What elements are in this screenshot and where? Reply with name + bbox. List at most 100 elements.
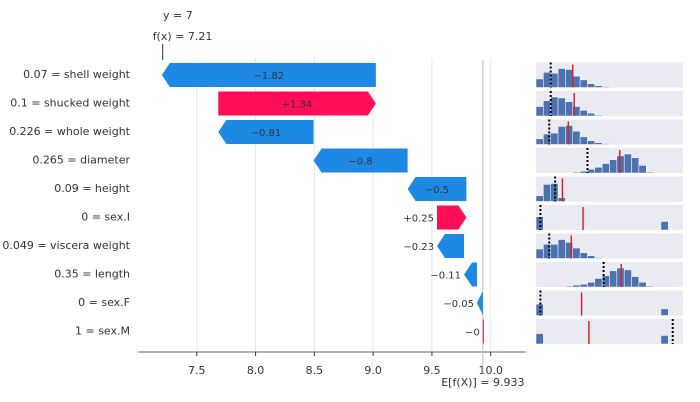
feature-label: 0.1 = shucked weight bbox=[10, 97, 130, 110]
dist-bar bbox=[565, 101, 574, 117]
dist-bar bbox=[565, 69, 574, 88]
dist-bar bbox=[660, 221, 669, 231]
x-tick-label: 8.5 bbox=[306, 364, 324, 377]
dist-bar bbox=[587, 83, 596, 88]
feature-label: 0.35 = length bbox=[54, 268, 130, 281]
dist-bar bbox=[587, 140, 596, 145]
dist-bar bbox=[594, 257, 603, 259]
dist-bar bbox=[660, 335, 669, 345]
dist-bar bbox=[631, 157, 640, 174]
dist-bar bbox=[660, 308, 669, 316]
dist-bar bbox=[609, 270, 618, 288]
dist-bar bbox=[646, 171, 654, 174]
dist-bar bbox=[543, 184, 551, 202]
dist-bar bbox=[594, 85, 603, 88]
dist-bar bbox=[572, 284, 581, 288]
dist-bar bbox=[572, 75, 581, 88]
dist-bar bbox=[535, 78, 544, 88]
dist-bar bbox=[543, 72, 551, 88]
dist-bar bbox=[587, 112, 596, 117]
value-label: +0.25 bbox=[403, 214, 434, 225]
feature-label: 0 = sex.F bbox=[78, 296, 130, 309]
dist-bar bbox=[609, 159, 618, 174]
dist-bar bbox=[623, 269, 632, 288]
value-label: −0.5 bbox=[425, 185, 449, 196]
dist-bar bbox=[572, 247, 581, 259]
dist-bar bbox=[550, 96, 559, 117]
value-label: −0 bbox=[465, 328, 480, 339]
dist-bar bbox=[535, 106, 544, 117]
dist-bar bbox=[594, 114, 603, 117]
feature-label: 0.226 = whole weight bbox=[9, 125, 130, 138]
shap-bar bbox=[476, 291, 483, 315]
feature-label: 1 = sex.M bbox=[75, 325, 130, 338]
value-label: −0.8 bbox=[348, 157, 372, 168]
x-tick-label: 10.0 bbox=[478, 364, 503, 377]
target-label: y = 7 bbox=[163, 9, 193, 22]
dist-bar bbox=[579, 283, 588, 288]
dist-bar bbox=[579, 136, 588, 145]
dist-bar bbox=[572, 130, 581, 145]
dist-bar bbox=[557, 68, 566, 88]
dist-bar bbox=[587, 282, 596, 288]
dist-bar bbox=[646, 285, 654, 288]
dist-bar bbox=[594, 167, 603, 174]
dist-bar bbox=[601, 163, 610, 174]
feature-label: 0.049 = viscera weight bbox=[2, 239, 130, 252]
feature-label: 0.07 = shell weight bbox=[23, 68, 131, 81]
feature-label: 0.09 = height bbox=[54, 182, 130, 195]
dist-bar bbox=[543, 100, 551, 117]
shap-bar bbox=[218, 120, 314, 144]
dist-bar bbox=[631, 276, 640, 288]
dist-bar bbox=[594, 142, 603, 145]
base-value-label: E[f(X)] = 9.933 bbox=[441, 376, 524, 389]
dist-bar bbox=[587, 168, 596, 174]
dist-panel bbox=[536, 205, 683, 230]
dist-bar bbox=[623, 153, 632, 174]
value-label: +1.34 bbox=[282, 100, 313, 111]
dist-bar bbox=[535, 248, 544, 259]
fx-label: f(x) = 7.21 bbox=[153, 30, 213, 43]
value-label: −0.23 bbox=[403, 242, 434, 253]
dist-panel bbox=[536, 290, 683, 316]
dist-bar bbox=[535, 333, 544, 345]
value-label: −0.81 bbox=[251, 128, 282, 139]
dist-bar bbox=[550, 244, 559, 259]
dist-bar bbox=[638, 282, 647, 288]
dist-bar bbox=[587, 255, 596, 259]
dist-bar bbox=[535, 138, 544, 145]
shap-bar bbox=[161, 63, 376, 87]
shap-bar bbox=[313, 148, 408, 173]
value-label: −0.11 bbox=[430, 271, 461, 282]
dist-bar bbox=[535, 303, 544, 316]
dist-bar bbox=[579, 252, 588, 259]
value-label: −0.05 bbox=[443, 299, 474, 310]
dist-panel bbox=[536, 176, 683, 202]
shap-bar bbox=[407, 177, 467, 201]
x-tick-label: 9.5 bbox=[423, 364, 441, 377]
feature-label: 0.265 = diameter bbox=[32, 154, 130, 167]
value-label: −1.82 bbox=[254, 71, 285, 82]
dist-bar bbox=[579, 110, 588, 117]
dist-bar bbox=[601, 275, 610, 288]
dist-bar bbox=[572, 171, 581, 174]
dist-bar bbox=[638, 165, 647, 174]
dist-bar bbox=[535, 195, 544, 202]
dist-bar bbox=[557, 126, 566, 145]
dist-bar bbox=[557, 97, 566, 117]
shap-bar bbox=[482, 319, 484, 344]
dist-bar bbox=[601, 143, 610, 145]
dist-bar bbox=[579, 170, 588, 174]
dist-bar bbox=[579, 79, 588, 88]
shap-bar bbox=[464, 262, 477, 287]
dist-bar bbox=[565, 285, 574, 288]
dist-bar bbox=[601, 86, 610, 88]
shap-bar bbox=[436, 234, 465, 258]
shap-bar bbox=[436, 205, 467, 230]
feature-label: 0 = sex.I bbox=[81, 211, 130, 224]
shap-bar bbox=[218, 91, 376, 116]
x-tick-label: 8.0 bbox=[247, 364, 265, 377]
dist-bar bbox=[557, 239, 566, 259]
dist-bar bbox=[550, 132, 559, 145]
